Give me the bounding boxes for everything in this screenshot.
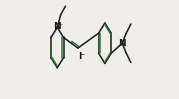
Text: +: + [57,21,63,27]
Text: I: I [78,52,82,61]
Text: −: − [80,51,85,56]
Text: N: N [118,39,126,48]
Text: N: N [54,22,61,31]
